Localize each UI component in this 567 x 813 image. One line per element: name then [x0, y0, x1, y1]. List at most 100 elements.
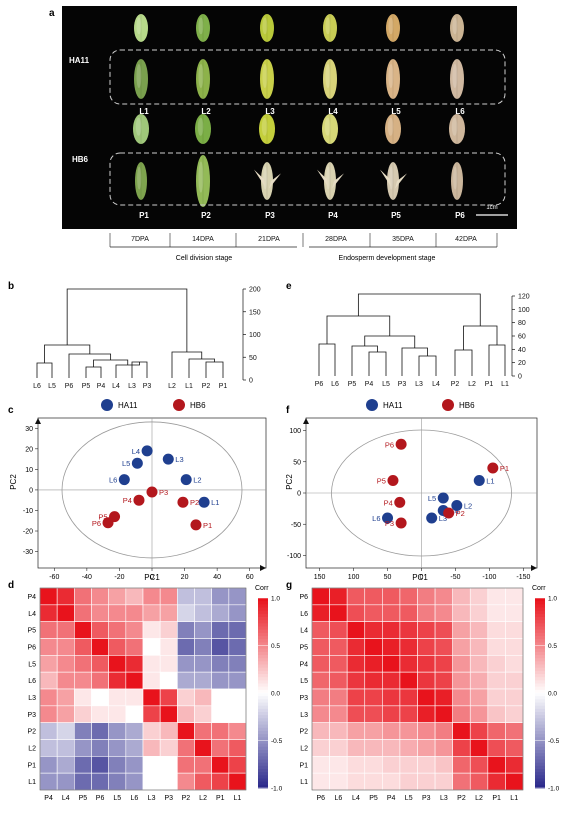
heat-cell-L4-L2 [194, 604, 212, 622]
heat-cell-P4-L3 [142, 587, 161, 606]
heat-cell-L2-P6 [91, 739, 109, 757]
leaf-label-L1: L1 [501, 381, 509, 388]
heat-cell-L2-L2 [194, 739, 212, 757]
legend-gradient-step [258, 769, 268, 773]
heat-cell-L3-P6 [91, 688, 109, 707]
leaf-label-L3: L3 [128, 383, 136, 390]
leaf-label-L6: L6 [331, 381, 339, 388]
hb6-label-P2: P2 [201, 211, 211, 220]
x-tick-label: 40 [213, 574, 221, 581]
heat-cell-P3-P5 [74, 705, 92, 723]
heat-cell-P5-P6 [311, 638, 330, 656]
heat-cell-L1-P6 [91, 772, 109, 791]
heat-cell-L6-L5 [399, 604, 418, 622]
heat-cell-L2-P4 [39, 739, 58, 757]
heat-cell-P5-L6 [329, 638, 348, 656]
heat-cell-L4-P5 [364, 621, 383, 639]
heat-col-label-P5: P5 [79, 795, 88, 802]
heat-cell-L5-P2 [452, 671, 471, 690]
heat-cell-L5-P3 [159, 655, 178, 673]
legend-gradient-step [258, 664, 268, 669]
c-point-label-L6: L6 [109, 476, 117, 485]
heat-cell-P6-P4 [382, 587, 401, 606]
dendrogram-branch [351, 345, 378, 376]
heat-cell-P4-P3 [417, 655, 436, 673]
stage-cell-division: Cell division stage [176, 255, 233, 262]
heat-cell-P3-P2 [177, 705, 195, 723]
heat-cell-P4-P5 [74, 587, 92, 606]
heat-cell-P1-P1 [211, 756, 230, 774]
heat-cell-P3-L5 [108, 705, 127, 723]
legend-gradient-step [258, 696, 268, 700]
dpa-label-14DPA: 14DPA [192, 236, 214, 243]
y-axis-arrow [35, 418, 41, 424]
heat-cell-L5-P4 [382, 671, 401, 690]
heat-cell-P1-L6 [329, 756, 348, 774]
c-point-L1 [198, 496, 210, 508]
heat-cell-P6-P2 [452, 587, 471, 606]
heat-cell-L1-P4 [39, 772, 58, 791]
heat-row-label-L2: L2 [300, 745, 308, 752]
heat-col-label-P6: P6 [96, 795, 105, 802]
f-point-label-P3: P3 [385, 519, 394, 528]
heat-col-label-L3: L3 [148, 795, 156, 802]
legend-gradient-step [258, 689, 268, 694]
heat-cell-P5-P1 [487, 638, 506, 656]
heat-cell-P4-L1 [228, 587, 247, 606]
heat-cell-L6-L3 [434, 604, 453, 622]
heat-cell-P6-P5 [364, 587, 383, 606]
heat-cell-P6-L4 [56, 638, 75, 656]
legend-tick-label: 0.5 [271, 643, 280, 650]
legend-gradient-step [535, 712, 545, 716]
legend-gradient-step [258, 737, 268, 742]
grain-ha11-top-2 [196, 14, 210, 42]
heat-cell-P2-L6 [125, 722, 144, 740]
heat-cell-L3-L5 [108, 688, 127, 707]
legend-gradient-step [258, 645, 268, 650]
heat-cell-P4-P3 [159, 587, 178, 606]
grain-hb6-bottom-4 [317, 162, 344, 200]
heat-cell-L6-P2 [452, 604, 471, 622]
heat-cell-P4-L4 [56, 587, 75, 606]
heat-row-label-P6: P6 [27, 644, 36, 651]
scale-bar-label: 1cm [486, 205, 497, 211]
legend-gradient-step [258, 629, 268, 634]
leaf-label-P2: P2 [202, 383, 211, 390]
y-tick-label: -100 [287, 553, 301, 560]
heat-cell-P3-P2 [452, 688, 471, 707]
heat-cell-L1-L1 [228, 772, 247, 791]
heat-cell-P4-P2 [177, 587, 195, 606]
heat-col-label-P6: P6 [317, 795, 326, 802]
heat-cell-L5-P6 [311, 671, 330, 690]
heat-cell-P5-P2 [177, 621, 195, 639]
heat-row-label-L1: L1 [28, 779, 36, 786]
legend-gradient-step [535, 731, 545, 735]
heat-cell-L4-L3 [434, 621, 453, 639]
legend-tick-label: 1.0 [548, 596, 557, 603]
heat-cell-P2-P2 [452, 722, 471, 740]
y-tick-label: 0 [297, 491, 301, 498]
grain-ha11-top-4 [323, 14, 337, 42]
heat-cell-L1-P4 [382, 772, 401, 791]
heat-cell-P5-L5 [399, 638, 418, 656]
heat-cell-L2-L5 [108, 739, 127, 757]
heat-cell-P3-L5 [399, 688, 418, 707]
heat-cell-P6-P4 [39, 638, 58, 656]
grain-ha11-top-6 [450, 14, 464, 42]
heat-cell-P1-L5 [399, 756, 418, 774]
legend-gradient-step [258, 753, 268, 757]
heat-cell-P2-L5 [108, 722, 127, 740]
heat-col-label-L4: L4 [352, 795, 360, 802]
f-point-P5 [387, 475, 399, 486]
heat-cell-P5-L3 [142, 621, 161, 639]
heat-cell-P3-P1 [487, 688, 506, 707]
dendrogram-branch [401, 347, 428, 376]
heat-cell-L3-P2 [177, 688, 195, 707]
heat-cell-P3-L1 [228, 705, 247, 723]
heat-cell-P2-P3 [417, 722, 436, 740]
heat-cell-L5-L2 [194, 655, 212, 673]
ha11-label-L1: L1 [139, 107, 149, 116]
heat-cell-P1-L1 [505, 756, 524, 774]
heat-cell-P3-L4 [56, 705, 75, 723]
